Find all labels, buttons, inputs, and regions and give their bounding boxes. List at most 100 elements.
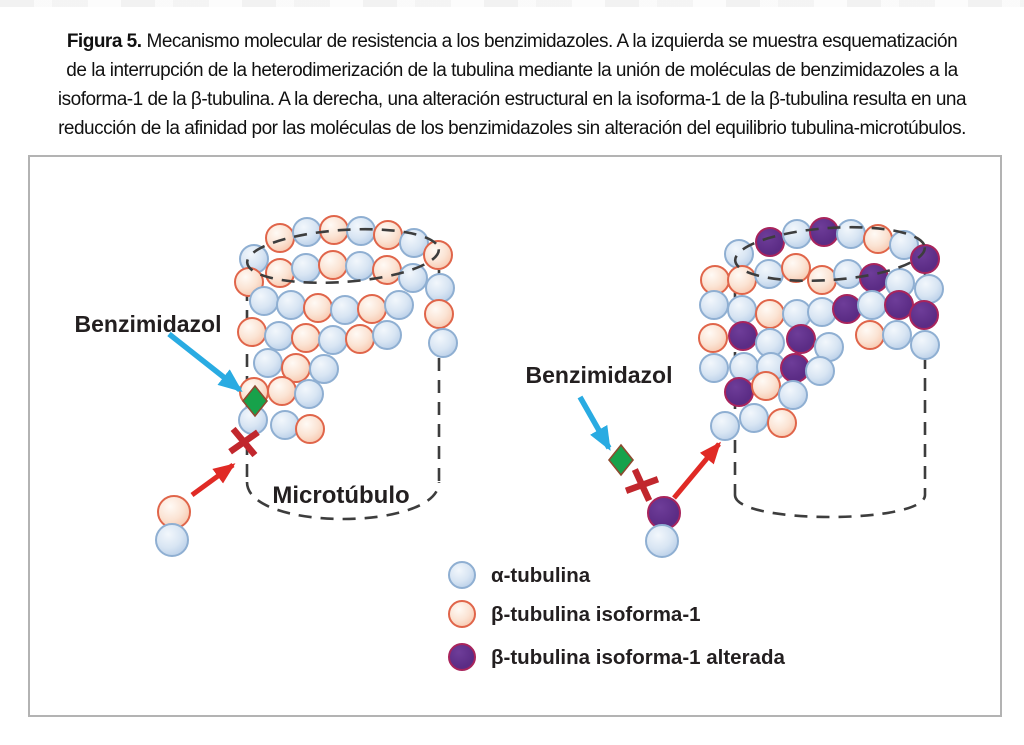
microtubule-rim bbox=[733, 225, 927, 283]
alpha-tubulin-circle bbox=[372, 320, 402, 350]
benzimidazole-molecule-diamond bbox=[241, 384, 269, 418]
alpha-tubulin-circle bbox=[699, 353, 729, 383]
beta1-tubulin-circle bbox=[751, 371, 781, 401]
alpha-tubulin-circle bbox=[836, 219, 866, 249]
beta1-tubulin-circle bbox=[372, 255, 402, 285]
alpha-tubulin-circle bbox=[699, 290, 729, 320]
figure-panel: Benzimidazol Benzimidazol Microtúbulo α-… bbox=[28, 155, 1002, 717]
alpha-tubulin-circle bbox=[318, 325, 348, 355]
alpha-tubulin-circle bbox=[346, 216, 376, 246]
blocked-cross-icon bbox=[624, 468, 660, 502]
beta1-altered-legend-swatch bbox=[448, 643, 476, 671]
beta1-altered-circle bbox=[809, 217, 839, 247]
alpha-tubulin-circle bbox=[807, 297, 837, 327]
alpha-tubulin-circle bbox=[425, 273, 455, 303]
microtubule-outline-bottom bbox=[245, 481, 441, 521]
legend: α-tubulina β-tubulina isoforma-1 β-tubul… bbox=[448, 561, 785, 671]
caption-line-4: reducción de la afinidad por las molécul… bbox=[58, 118, 966, 139]
alpha-tubulin-circle bbox=[910, 330, 940, 360]
alpha-tubulin-circle bbox=[889, 230, 919, 260]
benzimidazol-label-left: Benzimidazol bbox=[75, 311, 222, 337]
beta1-altered-circle bbox=[728, 321, 758, 351]
alpha-tubulin-circle bbox=[264, 321, 294, 351]
alpha-tubulin-circle bbox=[833, 259, 863, 289]
benzimidazole-arrow bbox=[577, 395, 612, 451]
beta1-tubulin-circle bbox=[727, 265, 757, 295]
beta1-tubulin-circle bbox=[698, 323, 728, 353]
alpha-tubulin-circle bbox=[399, 228, 429, 258]
alpha-tubulin-legend-swatch bbox=[448, 561, 476, 589]
alpha-tubulin-circle bbox=[754, 259, 784, 289]
caption-line-2: de la interrupción de la heterodimerizac… bbox=[66, 60, 958, 81]
beta1-tubulin-circle bbox=[345, 324, 375, 354]
polymerization-arrow bbox=[190, 462, 236, 498]
beta1-tubulin-circle bbox=[700, 265, 730, 295]
caption-line-3: isoforma-1 de la β-tubulina. A la derech… bbox=[57, 89, 967, 110]
alpha-tubulin-circle bbox=[309, 354, 339, 384]
right-microtubule-group bbox=[577, 217, 944, 558]
beta1-tubulin-circle bbox=[755, 299, 785, 329]
figure-caption: Figura 5. Mecanismo molecular de resisten… bbox=[0, 27, 1024, 143]
polymerization-arrow bbox=[672, 441, 721, 500]
alpha-tubulin-circle bbox=[330, 295, 360, 325]
microtubule-label: Microtúbulo bbox=[272, 482, 409, 509]
alpha-tubulin-circle bbox=[710, 411, 740, 441]
alpha-tubulin-circle bbox=[778, 380, 808, 410]
alpha-tubulin-circle bbox=[291, 253, 321, 283]
diagram-svg: Benzimidazol Benzimidazol Microtúbulo α-… bbox=[75, 215, 944, 671]
beta1-tubulin-circle bbox=[373, 220, 403, 250]
microtubule-rim bbox=[245, 227, 441, 285]
alpha-tubulin-circle bbox=[782, 299, 812, 329]
beta1-tubulin-circle bbox=[237, 317, 267, 347]
beta1-tubulin-circle bbox=[767, 408, 797, 438]
legend-label-beta1-altered: β-tubulina isoforma-1 alterada bbox=[491, 646, 785, 669]
legend-item-beta1-altered: β-tubulina isoforma-1 alterada bbox=[448, 643, 785, 671]
beta1-altered-circle bbox=[884, 290, 914, 320]
beta1-altered-circle bbox=[909, 300, 939, 330]
alpha-tubulin-circle bbox=[253, 348, 283, 378]
alpha-tubulin-circle bbox=[276, 290, 306, 320]
beta1-altered-circle bbox=[724, 377, 754, 407]
alpha-tubulin-circle bbox=[294, 379, 324, 409]
beta1-altered-circle bbox=[786, 324, 816, 354]
caption-line-1-text: Mecanismo molecular de resistencia a los… bbox=[146, 31, 958, 52]
benzimidazole-arrow bbox=[167, 331, 243, 393]
beta1-tubulin-circle bbox=[318, 250, 348, 280]
beta1-tubulin-legend-swatch bbox=[448, 600, 476, 628]
beta1-tubulin-circle bbox=[357, 294, 387, 324]
benzimidazol-label-right: Benzimidazol bbox=[526, 362, 673, 388]
alpha-tubulin-circle bbox=[155, 523, 189, 557]
beta1-altered-circle bbox=[859, 263, 889, 293]
beta1-tubulin-circle bbox=[267, 376, 297, 406]
alpha-tubulin-circle bbox=[645, 524, 679, 558]
alpha-tubulin-circle bbox=[857, 290, 887, 320]
alpha-tubulin-circle bbox=[729, 352, 759, 382]
alpha-tubulin-circle bbox=[724, 239, 754, 269]
legend-item-beta1-tubulin: β-tubulina isoforma-1 bbox=[448, 600, 701, 628]
beta1-tubulin-circle bbox=[424, 299, 454, 329]
beta1-tubulin-circle bbox=[303, 293, 333, 323]
legend-item-alpha-tubulin: α-tubulina bbox=[448, 561, 591, 589]
caption-line-1: Figura 5. Mecanismo molecular de resisten… bbox=[0, 27, 1024, 56]
alpha-tubulin-circle bbox=[739, 403, 769, 433]
beta1-tubulin-circle bbox=[265, 223, 295, 253]
beta1-altered-circle bbox=[832, 294, 862, 324]
benzimidazole-molecule-diamond bbox=[607, 443, 635, 477]
left-microtubule-group bbox=[155, 215, 458, 557]
alpha-tubulin-circle bbox=[805, 356, 835, 386]
cropped-text-remnant bbox=[0, 0, 1024, 7]
alpha-tubulin-circle bbox=[384, 290, 414, 320]
alpha-tubulin-circle bbox=[914, 274, 944, 304]
beta1-tubulin-circle bbox=[855, 320, 885, 350]
microtubule-outline-bottom bbox=[733, 494, 927, 519]
alpha-tubulin-circle bbox=[398, 263, 428, 293]
alpha-tubulin-circle bbox=[727, 295, 757, 325]
alpha-tubulin-circle bbox=[345, 251, 375, 281]
alpha-tubulin-circle bbox=[882, 320, 912, 350]
alpha-tubulin-circle bbox=[249, 286, 279, 316]
legend-label-alpha: α-tubulina bbox=[491, 564, 591, 587]
beta1-altered-circle bbox=[780, 353, 810, 383]
beta1-altered-circle bbox=[755, 227, 785, 257]
alpha-tubulin-circle bbox=[428, 328, 458, 358]
